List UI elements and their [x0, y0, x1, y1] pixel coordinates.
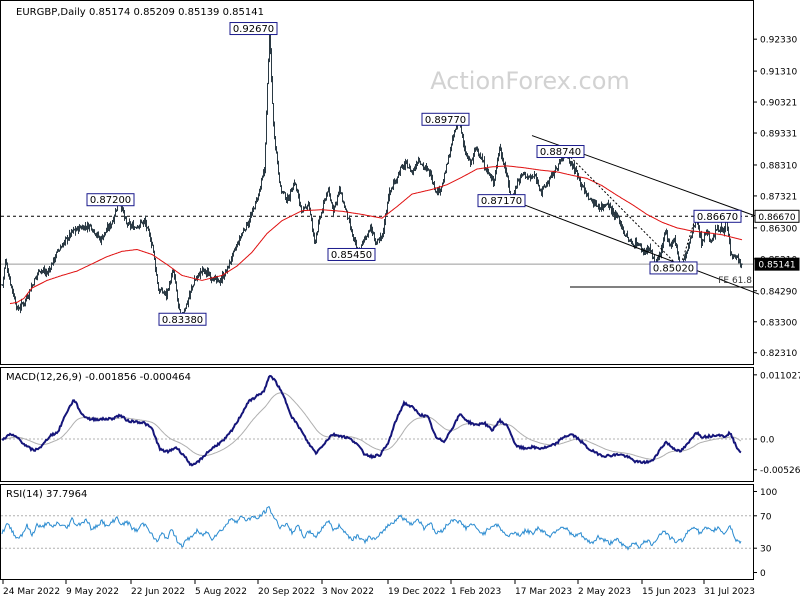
level-label: 0.89770 — [421, 112, 470, 126]
macd-line — [1, 374, 742, 467]
level-label: 0.87170 — [477, 194, 526, 208]
price-badge — [754, 257, 800, 271]
level-label: 0.92670 — [229, 22, 278, 36]
date-tick-label: 24 Mar 2022 — [3, 587, 60, 597]
date-tick-label: 3 Nov 2022 — [322, 587, 374, 597]
level-label: 0.85450 — [327, 247, 376, 261]
level-label: 0.88740 — [536, 145, 585, 159]
price-tick-label: 0.88310 — [760, 161, 797, 171]
price-chart-title: EURGBP,Daily — [16, 7, 86, 18]
price-tick-label: 0.86300 — [760, 224, 797, 234]
macd-tick-label: 0.011027 — [760, 371, 800, 381]
price-tick-label: 0.92330 — [760, 36, 797, 46]
level-label-text: 0.86670 — [697, 212, 738, 223]
date-tick-label: 1 Feb 2023 — [451, 587, 501, 597]
price-panel-frame — [0, 0, 754, 365]
ohlc-header: 0.85174 0.85209 0.85139 0.85141 — [89, 7, 264, 18]
rsi-panel-frame — [0, 484, 754, 580]
price-grid-lines — [1, 215, 753, 265]
level-label-text: 0.92670 — [233, 24, 274, 35]
watermark: ActionForex.com — [430, 67, 630, 95]
level-label-box — [327, 247, 376, 261]
rsi-indicator: 100 70 30 0 — [1, 488, 777, 579]
date-axis: 24 Mar 2022 9 May 2022 22 Jun 2022 5 Aug 20… — [2, 580, 755, 597]
channel-lower-line — [508, 198, 760, 295]
price-tick-label: 0.90321 — [760, 99, 797, 109]
rsi-tick-label: 0 — [760, 569, 766, 579]
date-tick-label: 19 Dec 2022 — [388, 587, 446, 597]
rsi-title: RSI(14) 37.7964 — [6, 489, 87, 500]
level-label-box — [86, 193, 135, 207]
price-badge-text: 0.86670 — [758, 213, 795, 223]
level-label-box — [693, 209, 742, 223]
rsi-line — [1, 505, 742, 551]
price-tick-label: 0.89331 — [760, 130, 797, 140]
price-tick-label: 0.83300 — [760, 318, 797, 328]
macd-title: MACD(12,26,9) -0.001856 -0.000464 — [6, 372, 191, 383]
level-label: 0.87200 — [86, 193, 135, 207]
level-label: 0.86670 — [693, 209, 742, 223]
price-bar — [740, 263, 743, 269]
level-label-box — [158, 312, 207, 326]
level-label: 0.85020 — [649, 261, 698, 275]
level-label-text: 0.85020 — [653, 263, 694, 274]
date-tick-label: 5 Aug 2022 — [195, 587, 247, 597]
macd-tick-label: -0.005267 — [760, 466, 800, 476]
level-label-text: 0.83380 — [162, 315, 203, 326]
price-badge-text: 0.85141 — [758, 261, 795, 271]
rsi-tick-label: 100 — [760, 488, 777, 498]
level-label-text: 0.88740 — [540, 147, 581, 158]
fib-label: FE 61.8 — [718, 276, 752, 286]
level-label-text: 0.87170 — [481, 196, 522, 207]
level-label-text: 0.87200 — [90, 195, 131, 206]
date-tick-label: 2 May 2023 — [578, 587, 631, 597]
rsi-tick-label: 30 — [760, 545, 772, 555]
date-tick-label: 15 Jun 2023 — [642, 587, 696, 597]
level-label-box — [229, 22, 278, 36]
date-tick-label: 9 May 2022 — [66, 587, 119, 597]
moving-average-line — [9, 165, 743, 305]
date-tick-label: 20 Sep 2022 — [258, 587, 315, 597]
price-tick-label: 0.84290 — [760, 287, 797, 297]
price-tick-label: 0.82310 — [760, 349, 797, 359]
price-level-labels: 0.92670 0.89770 0.88740 0.87200 0.87170 0.866… — [86, 22, 742, 326]
macd-panel-frame — [0, 367, 754, 482]
price-tick-label: 0.87321 — [760, 192, 797, 202]
price-tick-label: 0.91310 — [760, 68, 797, 78]
price-axis: 0.92330 0.91310 0.90321 0.89331 0.88310 0.873… — [753, 36, 800, 359]
macd-tick-label: 0.0 — [760, 436, 775, 446]
macd-indicator: 0.011027 0.0 -0.005267 — [1, 371, 800, 476]
date-tick-label: 31 Jul 2023 — [704, 587, 755, 597]
price-bars — [1, 22, 743, 320]
price-badge — [754, 209, 800, 223]
date-tick-label: 17 Mar 2023 — [515, 587, 572, 597]
level-label-text: 0.85450 — [331, 250, 372, 261]
level-label-box — [649, 261, 698, 275]
level-label: 0.83380 — [158, 312, 207, 326]
rsi-tick-label: 70 — [760, 512, 772, 522]
level-label-text: 0.89770 — [425, 115, 466, 126]
level-label-box — [421, 112, 470, 126]
level-label-box — [477, 194, 526, 208]
date-tick-label: 22 Jun 2022 — [131, 587, 185, 597]
level-label-box — [536, 145, 585, 159]
